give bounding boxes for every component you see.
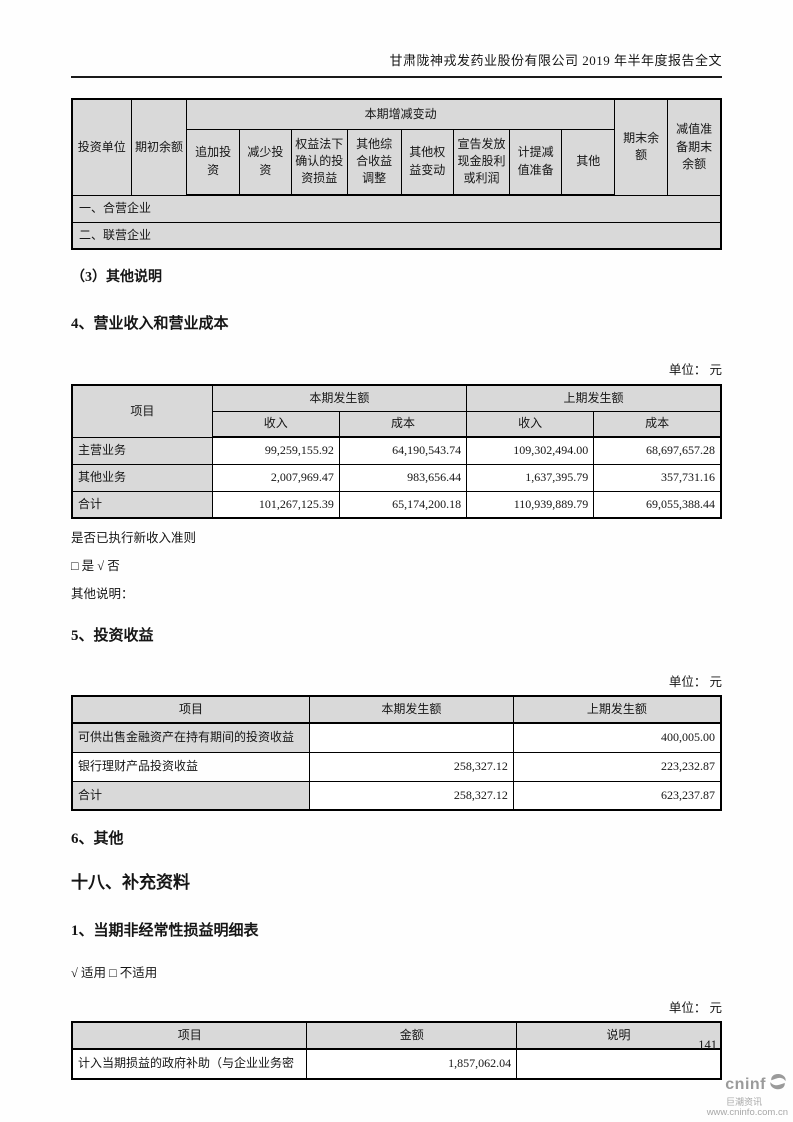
table-row: 一、合营企业 xyxy=(71,194,722,223)
revenue-standard-question: 是否已执行新收入准则 xyxy=(71,531,197,545)
logo-url: www.cninfo.com.cn xyxy=(706,1106,788,1118)
heading-section-18-1: 1、当期非经常性损益明细表 xyxy=(71,923,259,939)
col-cost: 成本 xyxy=(593,410,722,438)
col-current-period: 本期发生额 xyxy=(211,384,468,412)
table-cell: 2,007,969.47 xyxy=(211,463,340,492)
table-cell: 101,267,125.39 xyxy=(211,490,340,519)
table-cell: 110,939,889.79 xyxy=(466,490,595,519)
table-row: 可供出售金融资产在持有期间的投资收益 400,005.00 xyxy=(71,722,722,753)
col-income: 收入 xyxy=(211,410,340,438)
col-closing-balance: 期末余额 xyxy=(613,98,669,196)
table-cell: 69,055,388.44 xyxy=(593,490,722,519)
table-cell: 258,327.12 xyxy=(309,751,514,782)
table-row: 其他业务 2,007,969.47 983,656.44 1,637,395.7… xyxy=(71,463,722,492)
other-note-label: 其他说明： xyxy=(71,587,134,601)
table-cell: 1,857,062.04 xyxy=(306,1048,518,1080)
col-equity-method-pl: 权益法下确认的投资损益 xyxy=(290,128,348,196)
row-label: 合计 xyxy=(71,780,311,811)
row-label: 其他业务 xyxy=(71,463,213,492)
table-cell: 64,190,543.74 xyxy=(338,436,468,465)
table-cell xyxy=(309,722,514,753)
logo-chinese-name: 巨潮资讯 xyxy=(725,1097,762,1108)
logo-brand-text: cninf xyxy=(725,1075,766,1093)
col-prior-period: 上期发生额 xyxy=(466,384,722,412)
table-cell: 357,731.16 xyxy=(593,463,722,492)
col-note: 说明 xyxy=(516,1021,722,1050)
heading-other-note: （3）其他说明 xyxy=(71,270,162,285)
col-cost: 成本 xyxy=(338,410,468,438)
col-other: 其他 xyxy=(561,128,615,196)
table-cell: 1,637,395.79 xyxy=(466,463,595,492)
col-item: 项目 xyxy=(71,1021,308,1050)
doc-header-title: 甘肃陇神戎发药业股份有限公司 2019 年半年度报告全文 xyxy=(71,50,722,78)
unit-label: 单位： 元 xyxy=(668,1001,722,1015)
investment-income-table: 项目 本期发生额 上期发生额 可供出售金融资产在持有期间的投资收益 400,00… xyxy=(71,695,722,811)
col-reduced-investment: 减少投资 xyxy=(238,128,292,196)
revenue-standard-answer: □ 是 √ 否 xyxy=(71,559,120,573)
table-cell: 68,697,657.28 xyxy=(593,436,722,465)
col-impairment-closing: 减值准备期末余额 xyxy=(667,98,722,196)
row-label: 主营业务 xyxy=(71,436,213,465)
cninfo-swirl-icon xyxy=(768,1072,788,1097)
col-declared-dividends: 宣告发放现金股利或利润 xyxy=(453,128,510,196)
heading-section-5: 5、投资收益 xyxy=(71,628,154,644)
revenue-cost-table: 项目 本期发生额 上期发生额 收入 成本 收入 成本 主营业务 99,259,1… xyxy=(71,384,722,519)
row-label: 可供出售金融资产在持有期间的投资收益 xyxy=(71,722,311,753)
table-row: 合计 101,267,125.39 65,174,200.18 110,939,… xyxy=(71,490,722,519)
col-item: 项目 xyxy=(71,695,311,724)
col-current-period: 本期发生额 xyxy=(309,695,514,724)
cninfo-footer-logo: cninf 巨潮资讯 www.cninfo.com.cn xyxy=(707,1072,788,1119)
table-row: 合计 258,327.12 623,237.87 xyxy=(71,780,722,811)
heading-section-4: 4、营业收入和营业成本 xyxy=(71,316,229,332)
heading-section-18: 十八、补充资料 xyxy=(71,873,190,892)
table-cell: 983,656.44 xyxy=(338,463,468,492)
row-associates: 二、联营企业 xyxy=(71,221,722,250)
col-oci-adjustment: 其他综合收益调整 xyxy=(346,128,402,196)
table-cell: 623,237.87 xyxy=(512,780,722,811)
table-row: 银行理财产品投资收益 258,327.12 223,232.87 xyxy=(71,751,722,782)
col-opening-balance: 期初余额 xyxy=(130,98,188,196)
table-row: 二、联营企业 xyxy=(71,221,722,250)
page-number: 141 xyxy=(698,1038,717,1052)
col-group-period-change: 本期增减变动 xyxy=(186,98,615,130)
unit-label: 单位： 元 xyxy=(668,363,722,377)
col-item: 项目 xyxy=(71,384,213,438)
table-row: 计入当期损益的政府补助（与企业业务密 1,857,062.04 xyxy=(71,1048,722,1080)
table-cell: 258,327.12 xyxy=(309,780,514,811)
row-label: 银行理财产品投资收益 xyxy=(71,751,311,782)
table-cell: 65,174,200.18 xyxy=(338,490,468,519)
row-label: 计入当期损益的政府补助（与企业业务密 xyxy=(71,1048,308,1080)
table-cell: 109,302,494.00 xyxy=(466,436,595,465)
col-additional-investment: 追加投资 xyxy=(186,128,240,196)
col-impairment-provision: 计提减值准备 xyxy=(508,128,563,196)
equity-investment-table: 投资单位 期初余额 本期增减变动 期末余额 减值准备期末余额 追加投资 减少投资… xyxy=(71,98,722,250)
col-prior-period: 上期发生额 xyxy=(512,695,722,724)
col-investee: 投资单位 xyxy=(71,98,132,196)
unit-label: 单位： 元 xyxy=(668,675,722,689)
row-joint-ventures: 一、合营企业 xyxy=(71,194,722,223)
row-label: 合计 xyxy=(71,490,213,519)
table-cell: 223,232.87 xyxy=(512,751,722,782)
heading-section-6: 6、其他 xyxy=(71,831,124,847)
col-amount: 金额 xyxy=(306,1021,518,1050)
table-cell: 99,259,155.92 xyxy=(211,436,340,465)
applicability-line: √ 适用 □ 不适用 xyxy=(71,966,158,980)
table-row: 主营业务 99,259,155.92 64,190,543.74 109,302… xyxy=(71,436,722,465)
col-income: 收入 xyxy=(466,410,595,438)
table-cell: 400,005.00 xyxy=(512,722,722,753)
col-other-equity-change: 其他权益变动 xyxy=(400,128,455,196)
nonrecurring-items-table: 项目 金额 说明 计入当期损益的政府补助（与企业业务密 1,857,062.04 xyxy=(71,1021,722,1080)
table-cell xyxy=(516,1048,722,1080)
